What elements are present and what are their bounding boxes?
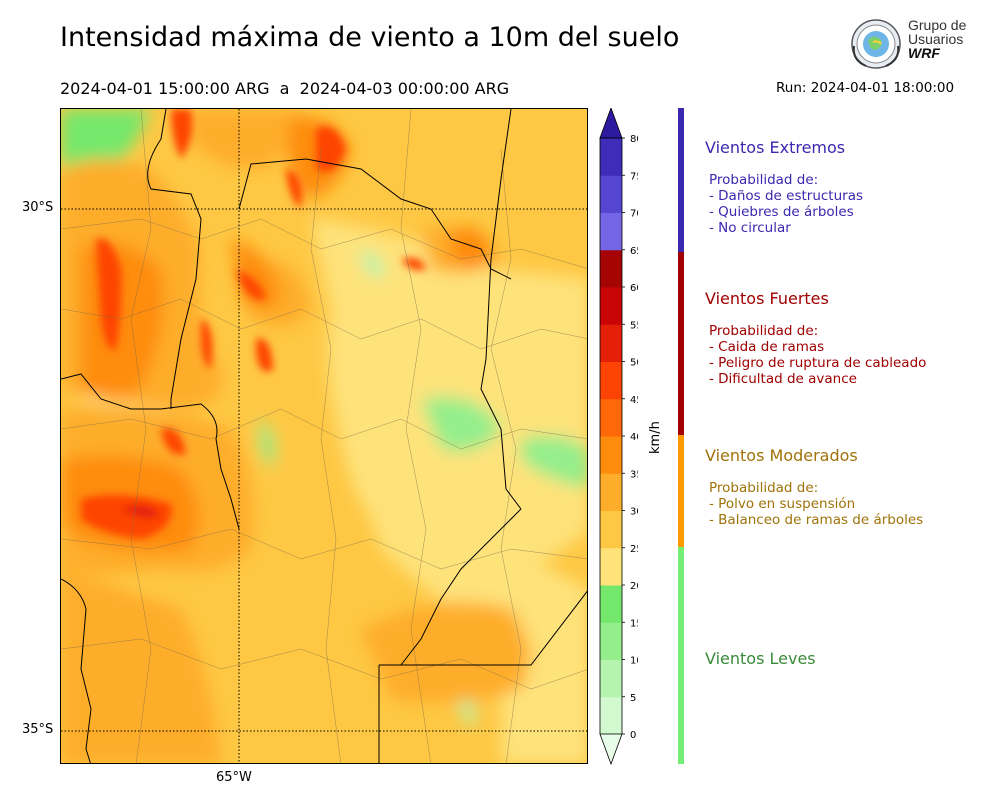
colorbar-tick-label: 25 bbox=[630, 544, 638, 555]
colorbar-segment bbox=[600, 398, 622, 437]
colorbar-tick-label: 55 bbox=[630, 320, 638, 331]
colorbar-tick-label: 30 bbox=[630, 507, 638, 518]
desc-line: Probabilidad de: bbox=[709, 172, 819, 188]
desc-line: Probabilidad de: bbox=[709, 323, 819, 339]
colorbar-tick-label: 0 bbox=[630, 730, 636, 741]
desc-line: - Balanceo de ramas de árboles bbox=[709, 512, 924, 528]
colorbar-min-extend bbox=[599, 733, 623, 766]
colorbar-segment bbox=[600, 212, 622, 251]
colorbar-tick-label: 75 bbox=[630, 171, 638, 182]
colorbar-tick-label: 35 bbox=[630, 469, 638, 480]
desc-line: - Dificultad de avance bbox=[709, 371, 857, 387]
colorbar-segment bbox=[600, 138, 622, 176]
colorbar-segment bbox=[600, 659, 622, 698]
lat-label-30s: 30°S bbox=[22, 200, 54, 215]
colorbar-unit: km/h bbox=[648, 421, 663, 454]
desc-line: - Quiebres de árboles bbox=[709, 204, 854, 220]
colorbar-tick-label: 10 bbox=[630, 656, 638, 667]
colorbar-segment bbox=[600, 473, 622, 511]
category-desc-strong: Probabilidad de: - Caida de ramas - Peli… bbox=[709, 323, 926, 387]
colorbar-max-extend bbox=[599, 106, 623, 139]
wind-map[interactable] bbox=[60, 108, 588, 764]
desc-line: - No circular bbox=[709, 220, 791, 236]
colorbar-segment bbox=[600, 585, 622, 623]
run-label: Run: 2024-04-01 18:00:00 bbox=[776, 80, 955, 96]
colorbar-segment bbox=[600, 175, 622, 213]
wrf-logo: Grupo de Usuarios WRF bbox=[848, 16, 978, 74]
colorbar-segment bbox=[600, 249, 622, 288]
colorbar-segment bbox=[600, 510, 622, 549]
category-desc-moderate: Probabilidad de: - Polvo en suspensión -… bbox=[709, 480, 923, 528]
wind-field bbox=[61, 109, 587, 763]
category-bar-extreme bbox=[678, 108, 684, 252]
colorbar-segment bbox=[600, 287, 622, 325]
colorbar-tick-label: 70 bbox=[630, 209, 638, 220]
colorbar-tick-label: 60 bbox=[630, 283, 638, 294]
forecast-period: 2024-04-01 15:00:00 ARG a 2024-04-03 00:… bbox=[60, 79, 509, 98]
desc-line: - Polvo en suspensión bbox=[709, 496, 856, 512]
logo-line-1: Grupo de bbox=[908, 17, 967, 33]
category-bar-strong bbox=[678, 252, 684, 435]
colorbar-segment bbox=[600, 436, 622, 474]
category-title-strong: Vientos Fuertes bbox=[705, 289, 829, 308]
globe-icon bbox=[851, 19, 901, 69]
colorbar-tick-label: 15 bbox=[630, 618, 638, 629]
period-start: 2024-04-01 15:00:00 ARG bbox=[60, 79, 270, 98]
category-bar-light bbox=[678, 547, 684, 764]
category-title-light: Vientos Leves bbox=[705, 649, 816, 668]
desc-line: - Daños de estructuras bbox=[709, 188, 864, 204]
period-end: 2024-04-03 00:00:00 ARG bbox=[299, 79, 510, 98]
period-separator: a bbox=[279, 79, 290, 98]
colorbar-tick-label: 50 bbox=[630, 358, 638, 369]
logo-line-2: Usuarios bbox=[908, 31, 964, 47]
lat-label-35s: 35°S bbox=[22, 722, 54, 737]
logo-line-3: WRF bbox=[908, 45, 940, 61]
colorbar-tick-label: 45 bbox=[630, 395, 638, 406]
map-title: Intensidad máxima de viento a 10m del su… bbox=[60, 22, 680, 53]
desc-line: Probabilidad de: bbox=[709, 480, 819, 496]
colorbar-tick-label: 40 bbox=[630, 432, 638, 443]
lon-label-65w: 65°W bbox=[216, 770, 252, 785]
logo-text: Grupo de Usuarios WRF bbox=[908, 18, 966, 60]
colorbar-segment bbox=[600, 361, 622, 400]
colorbar-scale: 0 5 10 15 20 25 30 35 40 45 50 55 60 65 70 75 80 bbox=[599, 106, 643, 766]
category-title-moderate: Vientos Moderados bbox=[705, 446, 858, 465]
colorbar-segment bbox=[600, 547, 622, 586]
colorbar-tick-label: 5 bbox=[630, 693, 636, 704]
category-desc-extreme: Probabilidad de: - Daños de estructuras … bbox=[709, 172, 863, 236]
colorbar-segment bbox=[600, 696, 622, 735]
category-title-extreme: Vientos Extremos bbox=[705, 138, 846, 157]
colorbar-segment bbox=[600, 622, 622, 660]
colorbar-segment bbox=[600, 324, 622, 362]
colorbar-tick-label: 20 bbox=[630, 581, 638, 592]
colorbar: 0 5 10 15 20 25 30 35 40 45 50 55 60 65 70 75 80 bbox=[598, 106, 643, 768]
category-bar-moderate bbox=[678, 435, 684, 547]
colorbar-tick-label: 65 bbox=[630, 246, 638, 257]
desc-line: - Caida de ramas bbox=[709, 339, 825, 355]
desc-line: - Peligro de ruptura de cableado bbox=[709, 355, 927, 371]
colorbar-tick-label: 80 bbox=[630, 134, 638, 145]
